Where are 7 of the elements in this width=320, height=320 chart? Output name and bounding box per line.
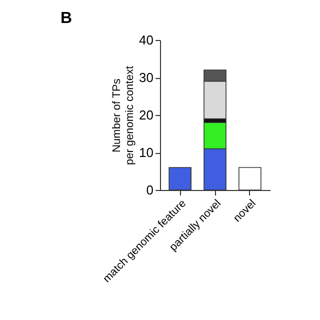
chart-title: B <box>60 10 72 27</box>
y-tick-label: 20 <box>139 108 154 122</box>
y-tick-label: 0 <box>146 182 154 198</box>
y-tick-label: 40 <box>139 32 154 48</box>
y-tick-label: 10 <box>139 145 154 160</box>
y-axis-title: Number of TPs per genomic context <box>111 66 136 166</box>
y-tick-label: 30 <box>139 70 154 85</box>
